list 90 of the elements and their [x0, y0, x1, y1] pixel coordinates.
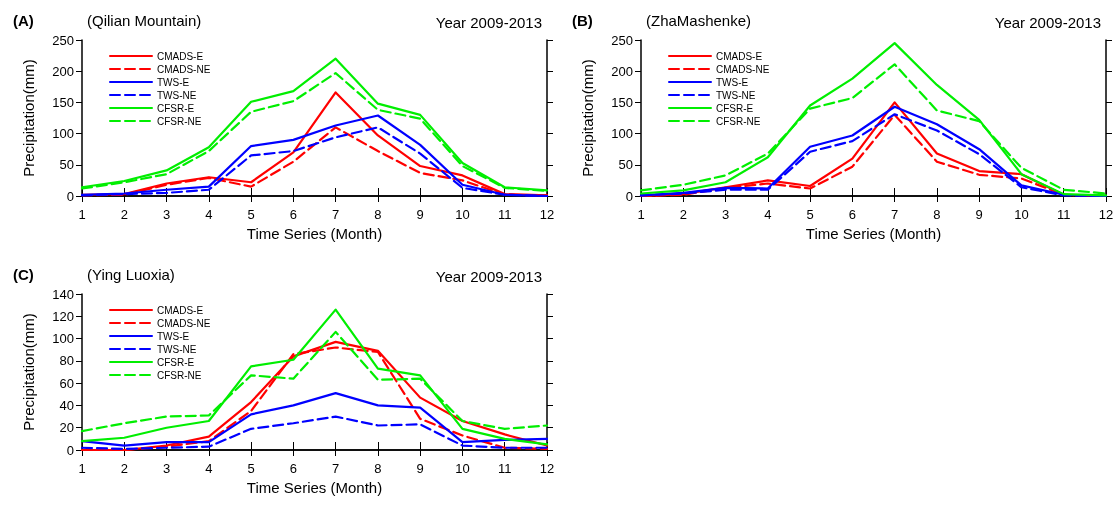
chart-subtitle: (Ying Luoxia) [87, 266, 175, 283]
legend-label: TWS-E [716, 76, 749, 88]
x-axis-title: Time Series (Month) [246, 225, 383, 242]
y-axis-title: Precipitation(mm) [20, 59, 37, 177]
x-tick-label: 1 [78, 207, 86, 222]
legend-label: CMADS-NE [157, 317, 211, 329]
y-tick-label: 50 [618, 157, 633, 173]
x-tick-label: 12 [539, 461, 555, 476]
legend-label: CMADS-NE [716, 63, 770, 75]
x-axis-title: Time Series (Month) [805, 225, 942, 242]
x-tick-label: 10 [455, 207, 470, 222]
x-tick-label: 4 [205, 207, 213, 222]
x-tick-label: 9 [416, 461, 424, 476]
y-tick-label: 250 [611, 32, 633, 48]
legend-label: TWS-NE [157, 343, 197, 355]
x-tick-label: 3 [162, 207, 171, 222]
y-tick-label: 20 [59, 420, 74, 436]
x-tick-label: 5 [247, 461, 255, 476]
x-tick-label: 1 [78, 461, 86, 476]
legend-label: CFSR-NE [157, 115, 202, 127]
legend-label: CFSR-E [716, 102, 754, 114]
legend-label: TWS-NE [157, 89, 197, 101]
x-tick-label: 11 [1056, 207, 1071, 222]
y-tick-label: 0 [625, 188, 633, 204]
chart-subtitle: (ZhaMashenke) [646, 12, 752, 29]
x-tick-label: 3 [721, 207, 730, 222]
legend-label: CFSR-NE [716, 115, 761, 127]
x-tick-label: 8 [374, 207, 382, 222]
legend-label: CFSR-E [157, 356, 195, 368]
y-tick-label: 200 [611, 63, 633, 79]
y-tick-label: 140 [52, 286, 74, 302]
legend-label: TWS-NE [716, 89, 756, 101]
text: Year 2009-2013 [435, 268, 543, 285]
x-tick-label: 7 [332, 461, 340, 476]
x-tick-label: 6 [848, 207, 856, 222]
legend-label: TWS-E [157, 330, 190, 342]
line-series [80, 308, 549, 446]
y-tick-label: 60 [59, 375, 74, 391]
x-tick-label: 9 [975, 207, 983, 222]
y-tick-label: 200 [52, 63, 74, 79]
x-tick-label: 3 [162, 461, 171, 476]
legend-label: CMADS-E [157, 50, 204, 62]
y-tick-label: 100 [52, 126, 74, 142]
y-tick-label: 0 [66, 188, 74, 204]
chart-title: (C) [13, 266, 34, 283]
y-tick-label: 50 [59, 157, 74, 173]
x-tick-label: 11 [497, 207, 512, 222]
x-tick-label: 12 [539, 207, 555, 222]
x-tick-label: 2 [120, 207, 128, 222]
x-tick-label: 12 [1098, 207, 1114, 222]
legend-label: CMADS-E [157, 304, 204, 316]
chart-subtitle: (Qilian Mountain) [87, 12, 202, 29]
x-tick-label: 7 [332, 207, 340, 222]
legend-label: CFSR-E [157, 102, 195, 114]
y-axis-title: Precipitation(mm) [579, 59, 596, 177]
x-tick-label: 1 [637, 207, 645, 222]
y-tick-label: 150 [52, 94, 74, 110]
x-tick-label: 8 [933, 207, 941, 222]
y-tick-label: 250 [52, 32, 74, 48]
x-tick-label: 5 [806, 207, 814, 222]
legend-label: CMADS-NE [157, 63, 211, 75]
y-tick-label: 150 [611, 94, 633, 110]
legend-label: CFSR-NE [157, 369, 202, 381]
x-tick-label: 6 [289, 207, 297, 222]
x-tick-label: 6 [289, 461, 297, 476]
x-axis-title: Time Series (Month) [246, 479, 383, 496]
y-tick-label: 120 [52, 308, 74, 324]
text: Year 2009-2013 [994, 14, 1102, 31]
legend-label: CMADS-E [716, 50, 763, 62]
x-tick-label: 7 [891, 207, 899, 222]
y-tick-label: 100 [52, 331, 74, 347]
legend-label: TWS-E [157, 76, 190, 88]
chart-title: (A) [13, 12, 34, 29]
x-tick-label: 5 [247, 207, 255, 222]
y-tick-label: 0 [66, 442, 74, 458]
y-tick-label: 100 [611, 126, 633, 142]
x-tick-label: 4 [764, 207, 772, 222]
x-tick-label: 10 [1014, 207, 1029, 222]
x-tick-label: 4 [205, 461, 213, 476]
x-tick-label: 2 [679, 207, 687, 222]
x-tick-label: 2 [120, 461, 128, 476]
x-tick-label: 11 [497, 461, 512, 476]
y-tick-label: 80 [59, 353, 74, 369]
y-axis-title: Precipitation(mm) [20, 313, 37, 431]
x-tick-label: 10 [455, 461, 470, 476]
x-tick-label: 8 [374, 461, 382, 476]
text: Year 2009-2013 [435, 14, 543, 31]
y-tick-label: 40 [59, 397, 74, 413]
x-tick-label: 9 [416, 207, 424, 222]
chart-title: (B) [572, 12, 593, 29]
